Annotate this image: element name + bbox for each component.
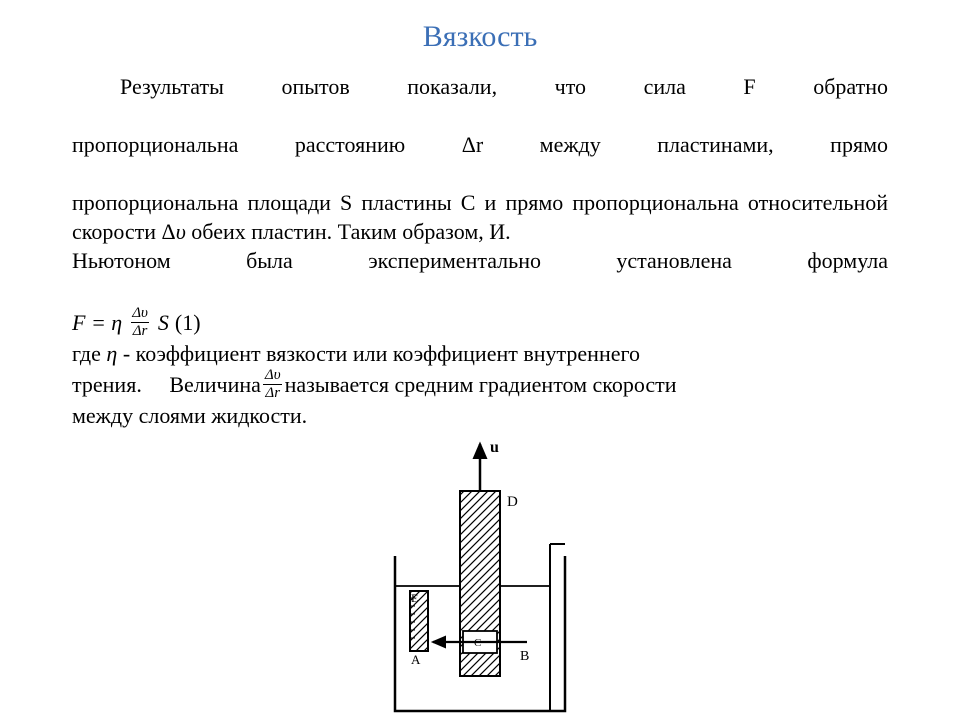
- label-A: A: [411, 652, 421, 667]
- p3-a: трения. Величина: [72, 370, 261, 399]
- p2-a: где: [72, 341, 106, 366]
- p3-b: называется средним градиентом скорости: [285, 370, 677, 399]
- upsilon-1: υ: [176, 219, 186, 244]
- diagram-container: u D E A C: [72, 436, 888, 726]
- p1-line-e: Ньютоном была экспериментально установле…: [72, 246, 888, 304]
- formula-eqnum: (1): [175, 308, 201, 337]
- p3: трения. Величина Δυ Δr называется средни…: [72, 368, 888, 401]
- label-E: E: [411, 591, 418, 605]
- page-title: Вязкость: [72, 20, 888, 54]
- p4: между слоями жидкости.: [72, 401, 888, 430]
- formula-den: Δr: [131, 322, 150, 339]
- frac2-num: Δυ: [263, 368, 283, 384]
- formula-lhs: F = η: [72, 308, 122, 337]
- p1-span-d: обеих пластин. Таким образом, И.: [186, 219, 511, 244]
- frac2-den: Δr: [263, 384, 282, 401]
- body-text: Результаты опытов показали, что сила F о…: [72, 72, 888, 430]
- p2-b: - коэффициент вязкости или коэффициент в…: [117, 341, 640, 366]
- label-u: u: [490, 439, 499, 456]
- label-B: B: [520, 649, 529, 664]
- label-D: D: [507, 494, 518, 510]
- eta-symbol: η: [106, 341, 117, 366]
- formula-num: Δυ: [130, 306, 150, 322]
- formula: F = η Δυ Δr S (1): [72, 306, 888, 339]
- inline-fraction: Δυ Δr: [263, 368, 283, 401]
- viscosity-diagram: u D E A C: [375, 436, 585, 726]
- p2: где η - коэффициент вязкости или коэффиц…: [72, 339, 888, 368]
- p1-line1: Результаты опытов показали, что сила F о…: [72, 72, 888, 130]
- formula-fraction: Δυ Δr: [130, 306, 150, 339]
- formula-rhs: S: [158, 308, 169, 337]
- p1-line2: пропорциональна расстоянию Δr между плас…: [72, 130, 888, 188]
